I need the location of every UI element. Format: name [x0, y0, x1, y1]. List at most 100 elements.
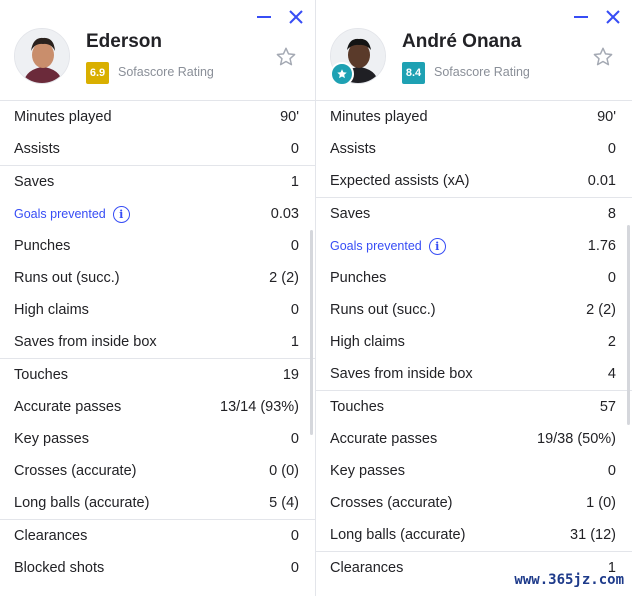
player-header: André Onana 8.4 Sofascore Rating — [316, 0, 632, 101]
stat-value: 2 — [607, 334, 616, 350]
stat-row: Crosses (accurate) 0 (0) — [0, 455, 315, 487]
stat-label[interactable]: Goals prevented i — [14, 205, 130, 223]
stat-label: Punches — [14, 238, 70, 254]
stat-label-text: Accurate passes — [330, 431, 438, 447]
stat-row: Goals prevented i 1.76 — [316, 230, 632, 262]
stat-label: Assists — [330, 141, 376, 157]
stat-value: 31 (12) — [570, 527, 616, 543]
close-icon[interactable] — [287, 8, 305, 26]
stat-row: Accurate passes 13/14 (93%) — [0, 391, 315, 423]
stats-group: Clearances 1 — [316, 552, 632, 584]
stat-label: Runs out (succ.) — [330, 302, 436, 318]
stat-label: Assists — [14, 141, 60, 157]
stat-row: Key passes 0 — [316, 455, 632, 487]
stat-label-text: High claims — [330, 334, 405, 350]
stat-label-text: Assists — [14, 141, 60, 157]
info-icon[interactable]: i — [428, 237, 446, 255]
stat-value: 0 — [290, 141, 299, 157]
stat-row: Accurate passes 19/38 (50%) — [316, 423, 632, 455]
stat-label-text: Minutes played — [330, 109, 428, 125]
stat-label-text: Saves from inside box — [14, 334, 157, 350]
stat-label: Blocked shots — [14, 560, 104, 576]
stat-value: 5 (4) — [269, 495, 299, 511]
stat-label: Saves — [14, 174, 54, 190]
stat-label: Touches — [14, 367, 68, 383]
stat-row: Punches 0 — [0, 230, 315, 262]
stat-label: Saves from inside box — [14, 334, 157, 350]
stat-label: Minutes played — [330, 109, 428, 125]
stat-label-text: Assists — [330, 141, 376, 157]
stat-value: 0 — [290, 560, 299, 576]
stat-label-text: Crosses (accurate) — [14, 463, 137, 479]
star-outline-icon[interactable] — [275, 46, 297, 68]
player-name[interactable]: André Onana — [402, 31, 522, 52]
stat-row: High claims 0 — [0, 294, 315, 326]
stat-value: 2 (2) — [269, 270, 299, 286]
stat-label: Saves from inside box — [330, 366, 473, 382]
rating-label: Sofascore Rating — [118, 65, 214, 79]
stat-label: Clearances — [14, 528, 87, 544]
stat-label: Accurate passes — [14, 399, 121, 415]
stats-group: Touches 19 Accurate passes 13/14 (93%) Key p… — [0, 359, 315, 520]
stat-label: Long balls (accurate) — [330, 527, 465, 543]
scrollbar[interactable] — [627, 225, 630, 425]
avatar[interactable] — [14, 28, 70, 84]
stat-value: 13/14 (93%) — [220, 399, 299, 415]
stat-value: 0 — [607, 270, 616, 286]
stats-list: Minutes played 90' Assists 0 Saves 1 Goals pre… — [0, 101, 315, 584]
stat-label: Crosses (accurate) — [14, 463, 136, 479]
stat-row: Blocked shots 0 — [0, 552, 315, 584]
stat-label[interactable]: Goals prevented i — [330, 237, 446, 255]
stat-label-text: Punches — [330, 270, 387, 286]
stat-row: Expected assists (xA) 0.01 — [316, 165, 632, 197]
minimize-icon[interactable] — [572, 8, 590, 26]
stat-row: Runs out (succ.) 2 (2) — [316, 294, 632, 326]
stat-row: High claims 2 — [316, 326, 632, 358]
minimize-icon[interactable] — [255, 8, 273, 26]
stat-label: Crosses (accurate) — [330, 495, 452, 511]
stat-label-text: Key passes — [330, 463, 405, 479]
stat-label-text: Long balls (accurate) — [14, 495, 150, 511]
rating-badge: 6.9 — [86, 62, 109, 84]
info-icon[interactable]: i — [112, 205, 130, 223]
stat-value: 19/38 (50%) — [537, 431, 616, 447]
stats-list: Minutes played 90' Assists 0 Expected assist… — [316, 101, 632, 584]
stats-group: Saves 8 Goals prevented i 1.76 Punches 0 Runs o… — [316, 198, 632, 391]
stat-value: 0.01 — [587, 173, 616, 189]
stat-row: Minutes played 90' — [0, 101, 315, 133]
stat-value: 90' — [597, 109, 616, 125]
stat-label: Key passes — [330, 463, 405, 479]
stat-label-text: Minutes played — [14, 109, 112, 125]
stats-group: Minutes played 90' Assists 0 Expected assist… — [316, 101, 632, 198]
stat-value: 0.03 — [270, 206, 299, 222]
stat-label: Runs out (succ.) — [14, 270, 120, 286]
stat-label: Touches — [330, 399, 384, 415]
player-panel-right: André Onana 8.4 Sofascore Rating Minutes… — [316, 0, 632, 596]
stat-value: 1.76 — [587, 238, 616, 254]
stat-label-text: Clearances — [330, 560, 404, 576]
player-header: Ederson 6.9 Sofascore Rating — [0, 0, 315, 101]
stat-value: 0 — [607, 141, 616, 157]
stat-label-text: High claims — [14, 302, 89, 318]
stat-label: Saves — [330, 206, 370, 222]
player-name[interactable]: Ederson — [86, 31, 163, 52]
stat-label-text: Goals prevented — [14, 207, 106, 221]
stat-label: Expected assists (xA) — [330, 173, 469, 189]
stat-label-text: Crosses (accurate) — [330, 495, 453, 511]
stat-row: Crosses (accurate) 1 (0) — [316, 487, 632, 519]
stat-value: 0 — [607, 463, 616, 479]
stat-value: 0 — [290, 302, 299, 318]
stat-row: Assists 0 — [316, 133, 632, 165]
stat-row: Touches 57 — [316, 391, 632, 423]
stat-row: Clearances 0 — [0, 520, 315, 552]
stat-label-text: Blocked shots — [14, 560, 105, 576]
stat-label-text: Saves — [330, 206, 371, 222]
stat-label-text: Expected assists (xA) — [330, 173, 470, 189]
stat-row: Saves 8 — [316, 198, 632, 230]
scrollbar[interactable] — [310, 230, 313, 435]
star-outline-icon[interactable] — [592, 46, 614, 68]
stat-label-text: Long balls (accurate) — [330, 527, 466, 543]
stat-row: Saves from inside box 1 — [0, 326, 315, 358]
stat-row: Minutes played 90' — [316, 101, 632, 133]
close-icon[interactable] — [604, 8, 622, 26]
